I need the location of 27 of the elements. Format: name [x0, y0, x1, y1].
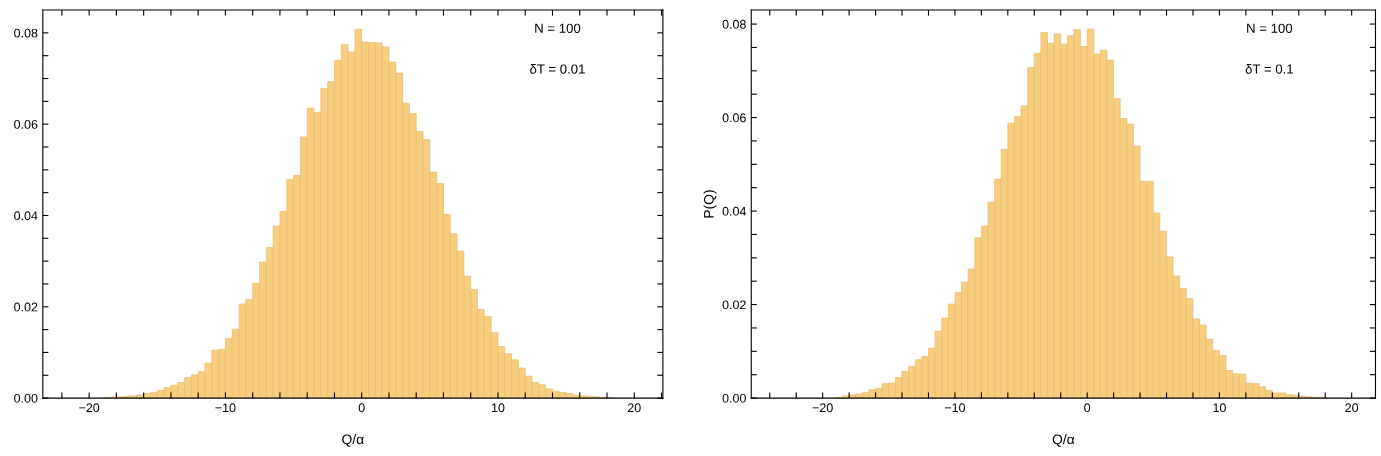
x-axis-title: Q/α — [342, 434, 364, 447]
y-axis-title: P(Q) — [703, 190, 717, 218]
x-tick-label: −20 — [812, 403, 833, 413]
annotation: N = 100 — [1247, 23, 1293, 33]
annotation: δT = 0.01 — [530, 64, 585, 74]
y-tick-label: 0.04 — [722, 206, 747, 216]
x-tick-label: 0 — [358, 403, 365, 413]
x-tick-label: 0 — [1084, 403, 1091, 413]
y-tick-label: 0.04 — [14, 211, 38, 221]
y-tick-label: 0.08 — [14, 28, 38, 38]
y-tick-label: 0.06 — [722, 113, 746, 123]
annotation: N = 100 — [535, 23, 581, 33]
x-tick-label: 10 — [1213, 403, 1226, 413]
x-tick-label: −10 — [944, 403, 966, 413]
y-tick-label: 0.02 — [722, 300, 746, 310]
x-tick-label: −20 — [79, 403, 100, 413]
y-tick-label: 0.00 — [14, 393, 38, 403]
x-tick-label: −10 — [215, 403, 236, 413]
x-axis-title: Q/α — [1052, 434, 1075, 447]
y-tick-label: 0.06 — [14, 119, 38, 129]
y-tick-label: 0.02 — [14, 302, 38, 312]
y-tick-label: 0.08 — [722, 19, 746, 29]
x-tick-label: 10 — [491, 403, 505, 413]
y-tick-label: 0.00 — [722, 393, 746, 403]
annotation: δT = 0.1 — [1245, 64, 1293, 74]
x-tick-label: 20 — [627, 403, 641, 413]
x-tick-label: 20 — [1345, 403, 1359, 413]
